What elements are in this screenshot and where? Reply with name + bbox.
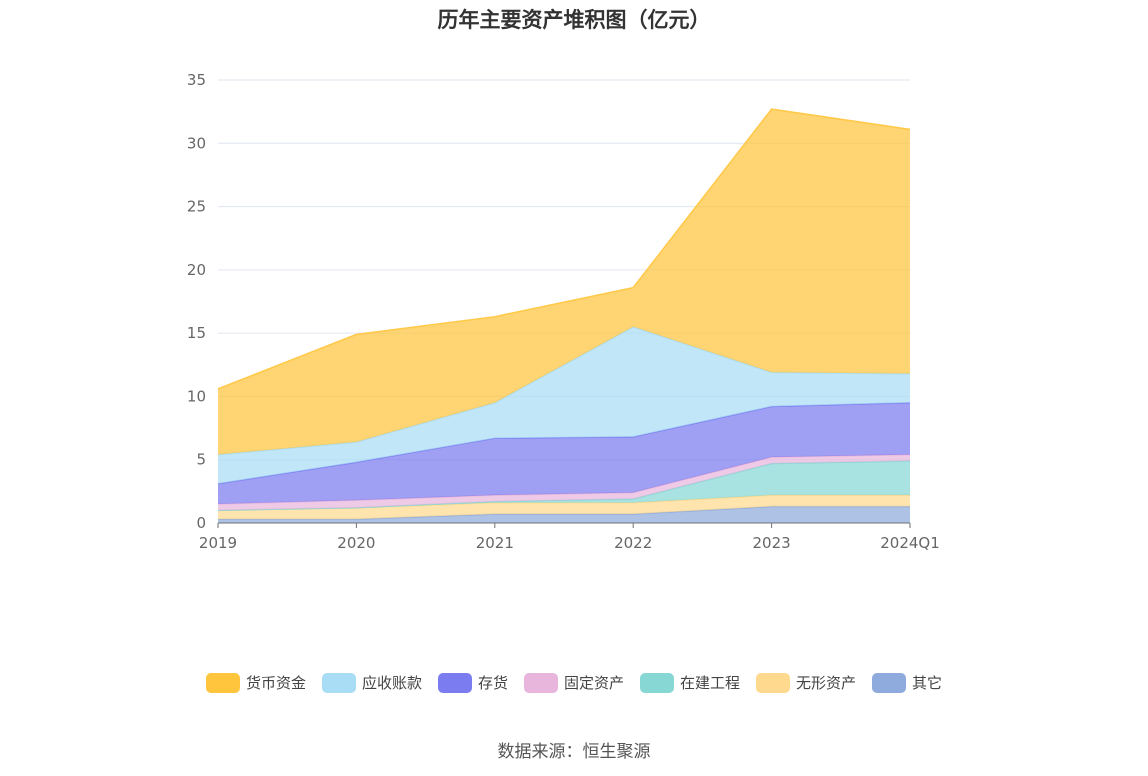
legend-item[interactable]: 固定资产 xyxy=(523,672,624,693)
legend-swatch xyxy=(523,672,558,693)
legend-label: 无形资产 xyxy=(796,674,857,692)
legend-item[interactable]: 在建工程 xyxy=(640,672,740,693)
x-tick-label: 2023 xyxy=(753,534,791,552)
x-tick-label: 2021 xyxy=(476,534,514,552)
x-tick-label: 2019 xyxy=(199,534,237,552)
legend-swatch xyxy=(321,672,356,693)
legend-item[interactable]: 货币资金 xyxy=(205,672,306,693)
area-series xyxy=(218,460,910,511)
series-line xyxy=(217,108,911,390)
legend-swatch xyxy=(872,672,907,693)
legend-label: 存货 xyxy=(477,674,508,692)
data-source: 数据来源：恒生聚源 xyxy=(497,742,651,762)
legend-label: 在建工程 xyxy=(680,674,741,692)
legend-swatch xyxy=(437,672,472,693)
legend-swatch xyxy=(756,672,791,693)
legend-label: 其它 xyxy=(912,674,943,692)
legend-item[interactable]: 应收账款 xyxy=(321,672,422,693)
x-tick-label: 2022 xyxy=(614,534,652,552)
area-series xyxy=(218,454,910,511)
y-tick-label: 35 xyxy=(187,71,206,89)
area-series xyxy=(218,495,910,520)
y-tick-label: 10 xyxy=(187,387,206,405)
x-tick-label: 2020 xyxy=(337,534,375,552)
legend-label: 应收账款 xyxy=(361,674,422,692)
y-tick-label: 25 xyxy=(187,198,206,216)
chart-legend: 货币资金 应收账款 存货 固定资产 在建工程 无形资产 其它 xyxy=(0,672,1148,693)
legend-item[interactable]: 存货 xyxy=(437,672,508,693)
legend-item[interactable]: 无形资产 xyxy=(756,672,856,693)
area-series xyxy=(218,109,910,455)
x-tick-label: 2024Q1 xyxy=(880,534,940,552)
legend-item[interactable]: 其它 xyxy=(872,672,942,693)
legend-swatch xyxy=(640,672,674,693)
legend-label: 固定资产 xyxy=(563,674,624,692)
area-series xyxy=(218,402,910,505)
y-tick-label: 5 xyxy=(196,451,206,469)
legend-swatch xyxy=(205,672,240,693)
y-tick-label: 0 xyxy=(196,514,206,532)
y-tick-label: 20 xyxy=(187,261,206,279)
area-series xyxy=(218,326,910,484)
chart-title: 历年主要资产堆积图（亿元） xyxy=(437,8,711,32)
y-tick-label: 15 xyxy=(187,324,206,342)
y-tick-label: 30 xyxy=(187,134,206,152)
legend-label: 货币资金 xyxy=(245,674,306,692)
